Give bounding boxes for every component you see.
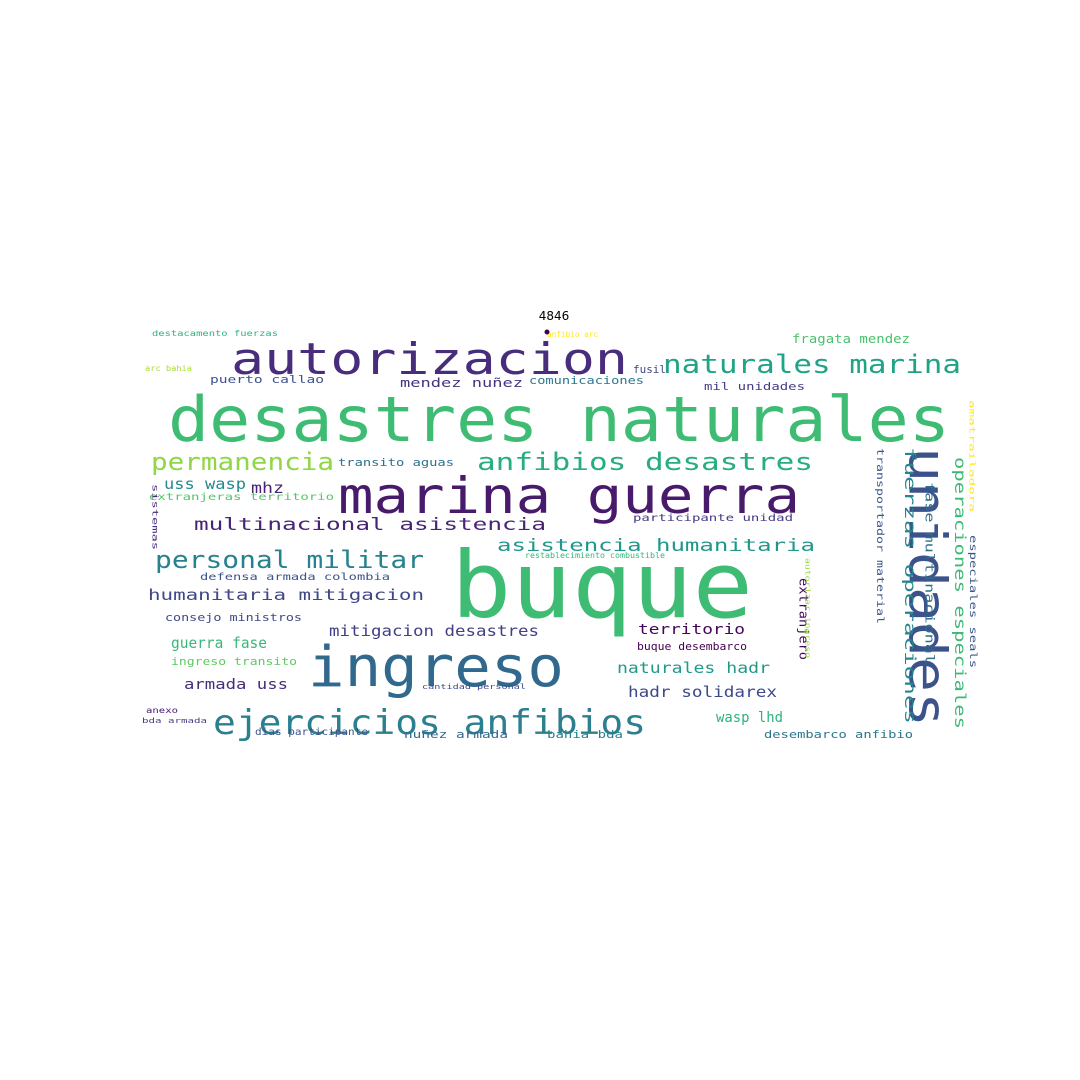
cloud-word: wasp lhd bbox=[716, 710, 783, 726]
cloud-word: transito aguas bbox=[338, 456, 454, 469]
cloud-word: transportador material bbox=[874, 448, 885, 624]
cloud-dot bbox=[545, 330, 550, 335]
cloud-word: puerto callao bbox=[210, 373, 324, 386]
cloud-word: fusil bbox=[633, 363, 666, 376]
cloud-word: mil unidades bbox=[704, 380, 805, 393]
cloud-word: nuñez armada bbox=[404, 728, 508, 741]
cloud-word: multinacional asistencia bbox=[194, 515, 546, 535]
cloud-word: restablecimiento combustible bbox=[525, 551, 665, 560]
cloud-word: consejo ministros bbox=[165, 611, 302, 624]
cloud-word: fuerzas operaciones bbox=[901, 447, 919, 724]
cloud-word: bda armada bbox=[142, 717, 207, 725]
cloud-word: sistemas bbox=[150, 484, 159, 550]
cloud-word: bahia bda bbox=[547, 728, 623, 741]
cloud-word: arc bahia bbox=[145, 364, 192, 373]
cloud-word: ingreso transito bbox=[171, 655, 297, 668]
cloud-word: personal militar bbox=[155, 546, 424, 574]
cloud-word: operaciones especiales bbox=[951, 457, 969, 729]
cloud-word: participante unidad bbox=[633, 513, 793, 524]
cloud-word: autorizar ingreso bbox=[804, 558, 812, 658]
cloud-word: amatrailadora bbox=[967, 400, 976, 512]
cloud-word: humanitaria mitigacion bbox=[148, 586, 424, 604]
cloud-word: cantidad personal bbox=[422, 683, 526, 691]
cloud-word: hadr solidarex bbox=[628, 683, 777, 701]
cloud-word: mendez nuñez bbox=[400, 376, 523, 390]
cloud-word: mitigacion desastres bbox=[329, 622, 539, 640]
cloud-word: naturales hadr bbox=[617, 659, 770, 677]
cloud-word: armada uss bbox=[184, 677, 288, 693]
cloud-word: especiales seals bbox=[967, 535, 978, 668]
cloud-word: destacamento fuerzas bbox=[152, 329, 278, 338]
cloud-word: anfibio arc bbox=[547, 330, 598, 339]
cloud-word: anfibios desastres bbox=[477, 448, 813, 476]
cloud-word: guerra fase bbox=[171, 634, 267, 652]
cloud-word: fragata mendez bbox=[792, 332, 910, 346]
cloud-word: fase multinacional bbox=[923, 482, 937, 664]
cloud-word: territorio bbox=[638, 622, 745, 638]
cloud-word: desastres naturales bbox=[168, 383, 950, 456]
cloud-word: dias participante bbox=[255, 727, 368, 738]
cloud-word: permanencia bbox=[151, 448, 334, 476]
cloud-word: uss wasp bbox=[164, 475, 246, 493]
cloud-word: defensa armada colombia bbox=[200, 572, 390, 583]
cloud-word: buque desembarco bbox=[637, 640, 747, 653]
cloud-word: comunicaciones bbox=[529, 374, 644, 387]
cloud-word: desembarco anfibio bbox=[764, 728, 913, 741]
cloud-word: anexo bbox=[146, 706, 178, 715]
cloud-word: extranjeras territorio bbox=[149, 492, 334, 503]
cloud-word: naturales marina bbox=[663, 350, 961, 380]
